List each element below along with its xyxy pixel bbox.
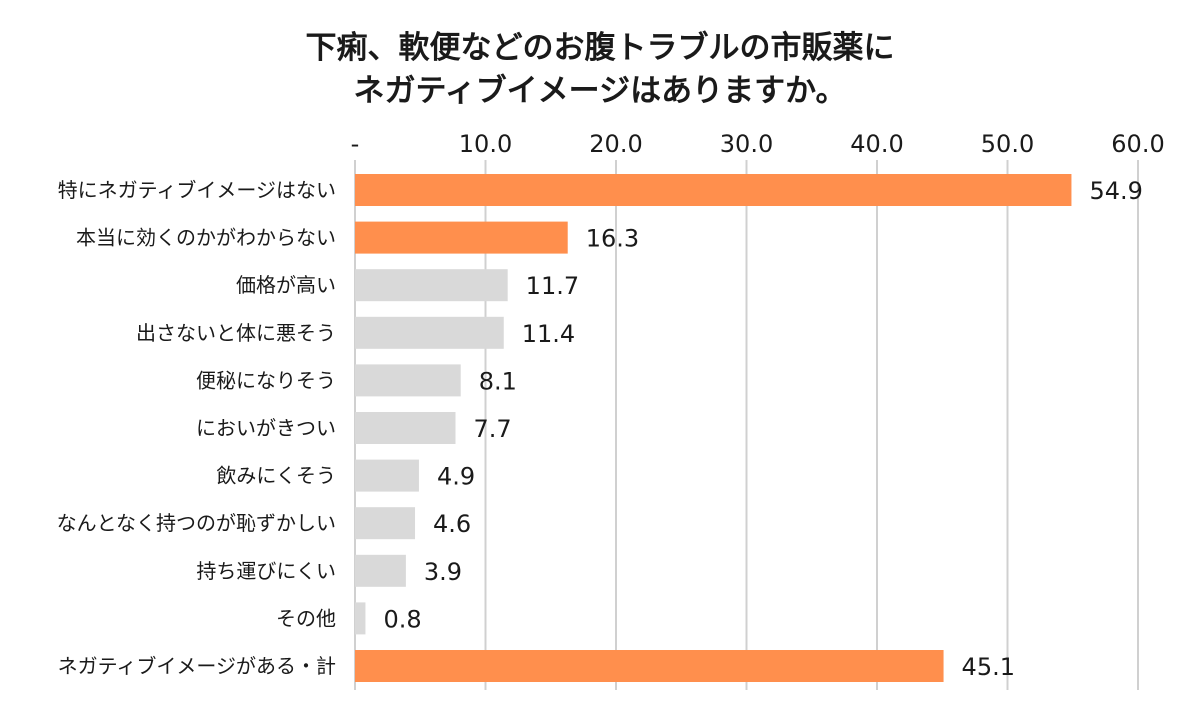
bar xyxy=(355,221,568,254)
data-label: 8.1 xyxy=(479,367,517,395)
data-label: 3.9 xyxy=(424,558,462,586)
data-label: 11.4 xyxy=(522,320,575,348)
bar xyxy=(355,602,366,635)
value-labels: 54.9 16.311.7 11.48.1 7.7 4.9 4.6 3.90.8 45.1 xyxy=(383,177,1142,681)
data-label: 7.7 xyxy=(473,415,511,443)
category-label: においがきつい xyxy=(196,416,336,440)
bar xyxy=(355,174,1072,206)
x-tick-label: 30.0 xyxy=(720,130,773,158)
data-label: 11.7 xyxy=(526,272,579,300)
category-label: なんとなく持つのが恥ずかしい xyxy=(57,511,336,535)
chart-title-line-1: 下痢、軟便などのお腹トラブルの市販薬に xyxy=(306,30,895,66)
bar xyxy=(355,507,416,540)
data-label: 4.6 xyxy=(433,510,471,538)
category-label: 飲みにくそう xyxy=(216,464,336,488)
data-label: 45.1 xyxy=(962,653,1015,681)
x-tick-label: - xyxy=(351,130,360,158)
bar xyxy=(355,316,504,349)
x-axis-ticks: - 10.0 20.0 30.0 40.0 50.0 60.0 xyxy=(351,130,1165,158)
category-labels: 特にネガティブイメージはない本当に効くのかがわからない価格が高い出さないと体に悪… xyxy=(57,178,336,678)
category-label: その他 xyxy=(276,606,336,630)
category-label: 出さないと体に悪そう xyxy=(136,321,336,345)
bar xyxy=(355,364,461,397)
data-label: 54.9 xyxy=(1089,177,1142,205)
data-label: 16.3 xyxy=(586,225,639,253)
data-label: 0.8 xyxy=(383,605,421,633)
x-tick-label: 10.0 xyxy=(459,130,512,158)
bar xyxy=(355,650,944,682)
bar xyxy=(355,269,508,302)
category-label: ネガティブイメージがある・計 xyxy=(58,654,336,678)
bar xyxy=(355,554,406,587)
bars xyxy=(355,174,1072,682)
chart-title-line-2: ネガティブイメージはありますか。 xyxy=(354,73,847,109)
x-tick-label: 50.0 xyxy=(981,130,1034,158)
category-label: 持ち運びにくい xyxy=(196,559,336,583)
x-tick-label: 40.0 xyxy=(850,130,903,158)
category-label: 特にネガティブイメージはない xyxy=(58,178,336,202)
category-label: 本当に効くのかがわからない xyxy=(76,226,336,250)
x-tick-label: 20.0 xyxy=(589,130,642,158)
data-label: 4.9 xyxy=(437,463,475,491)
bar xyxy=(355,412,456,444)
chart-title: 下痢、軟便などのお腹トラブルの市販薬に ネガティブイメージはありますか。 xyxy=(306,30,895,109)
x-tick-label: 60.0 xyxy=(1111,130,1164,158)
category-label: 便秘になりそう xyxy=(196,368,336,392)
bar xyxy=(355,459,419,492)
category-label: 価格が高い xyxy=(236,273,336,297)
